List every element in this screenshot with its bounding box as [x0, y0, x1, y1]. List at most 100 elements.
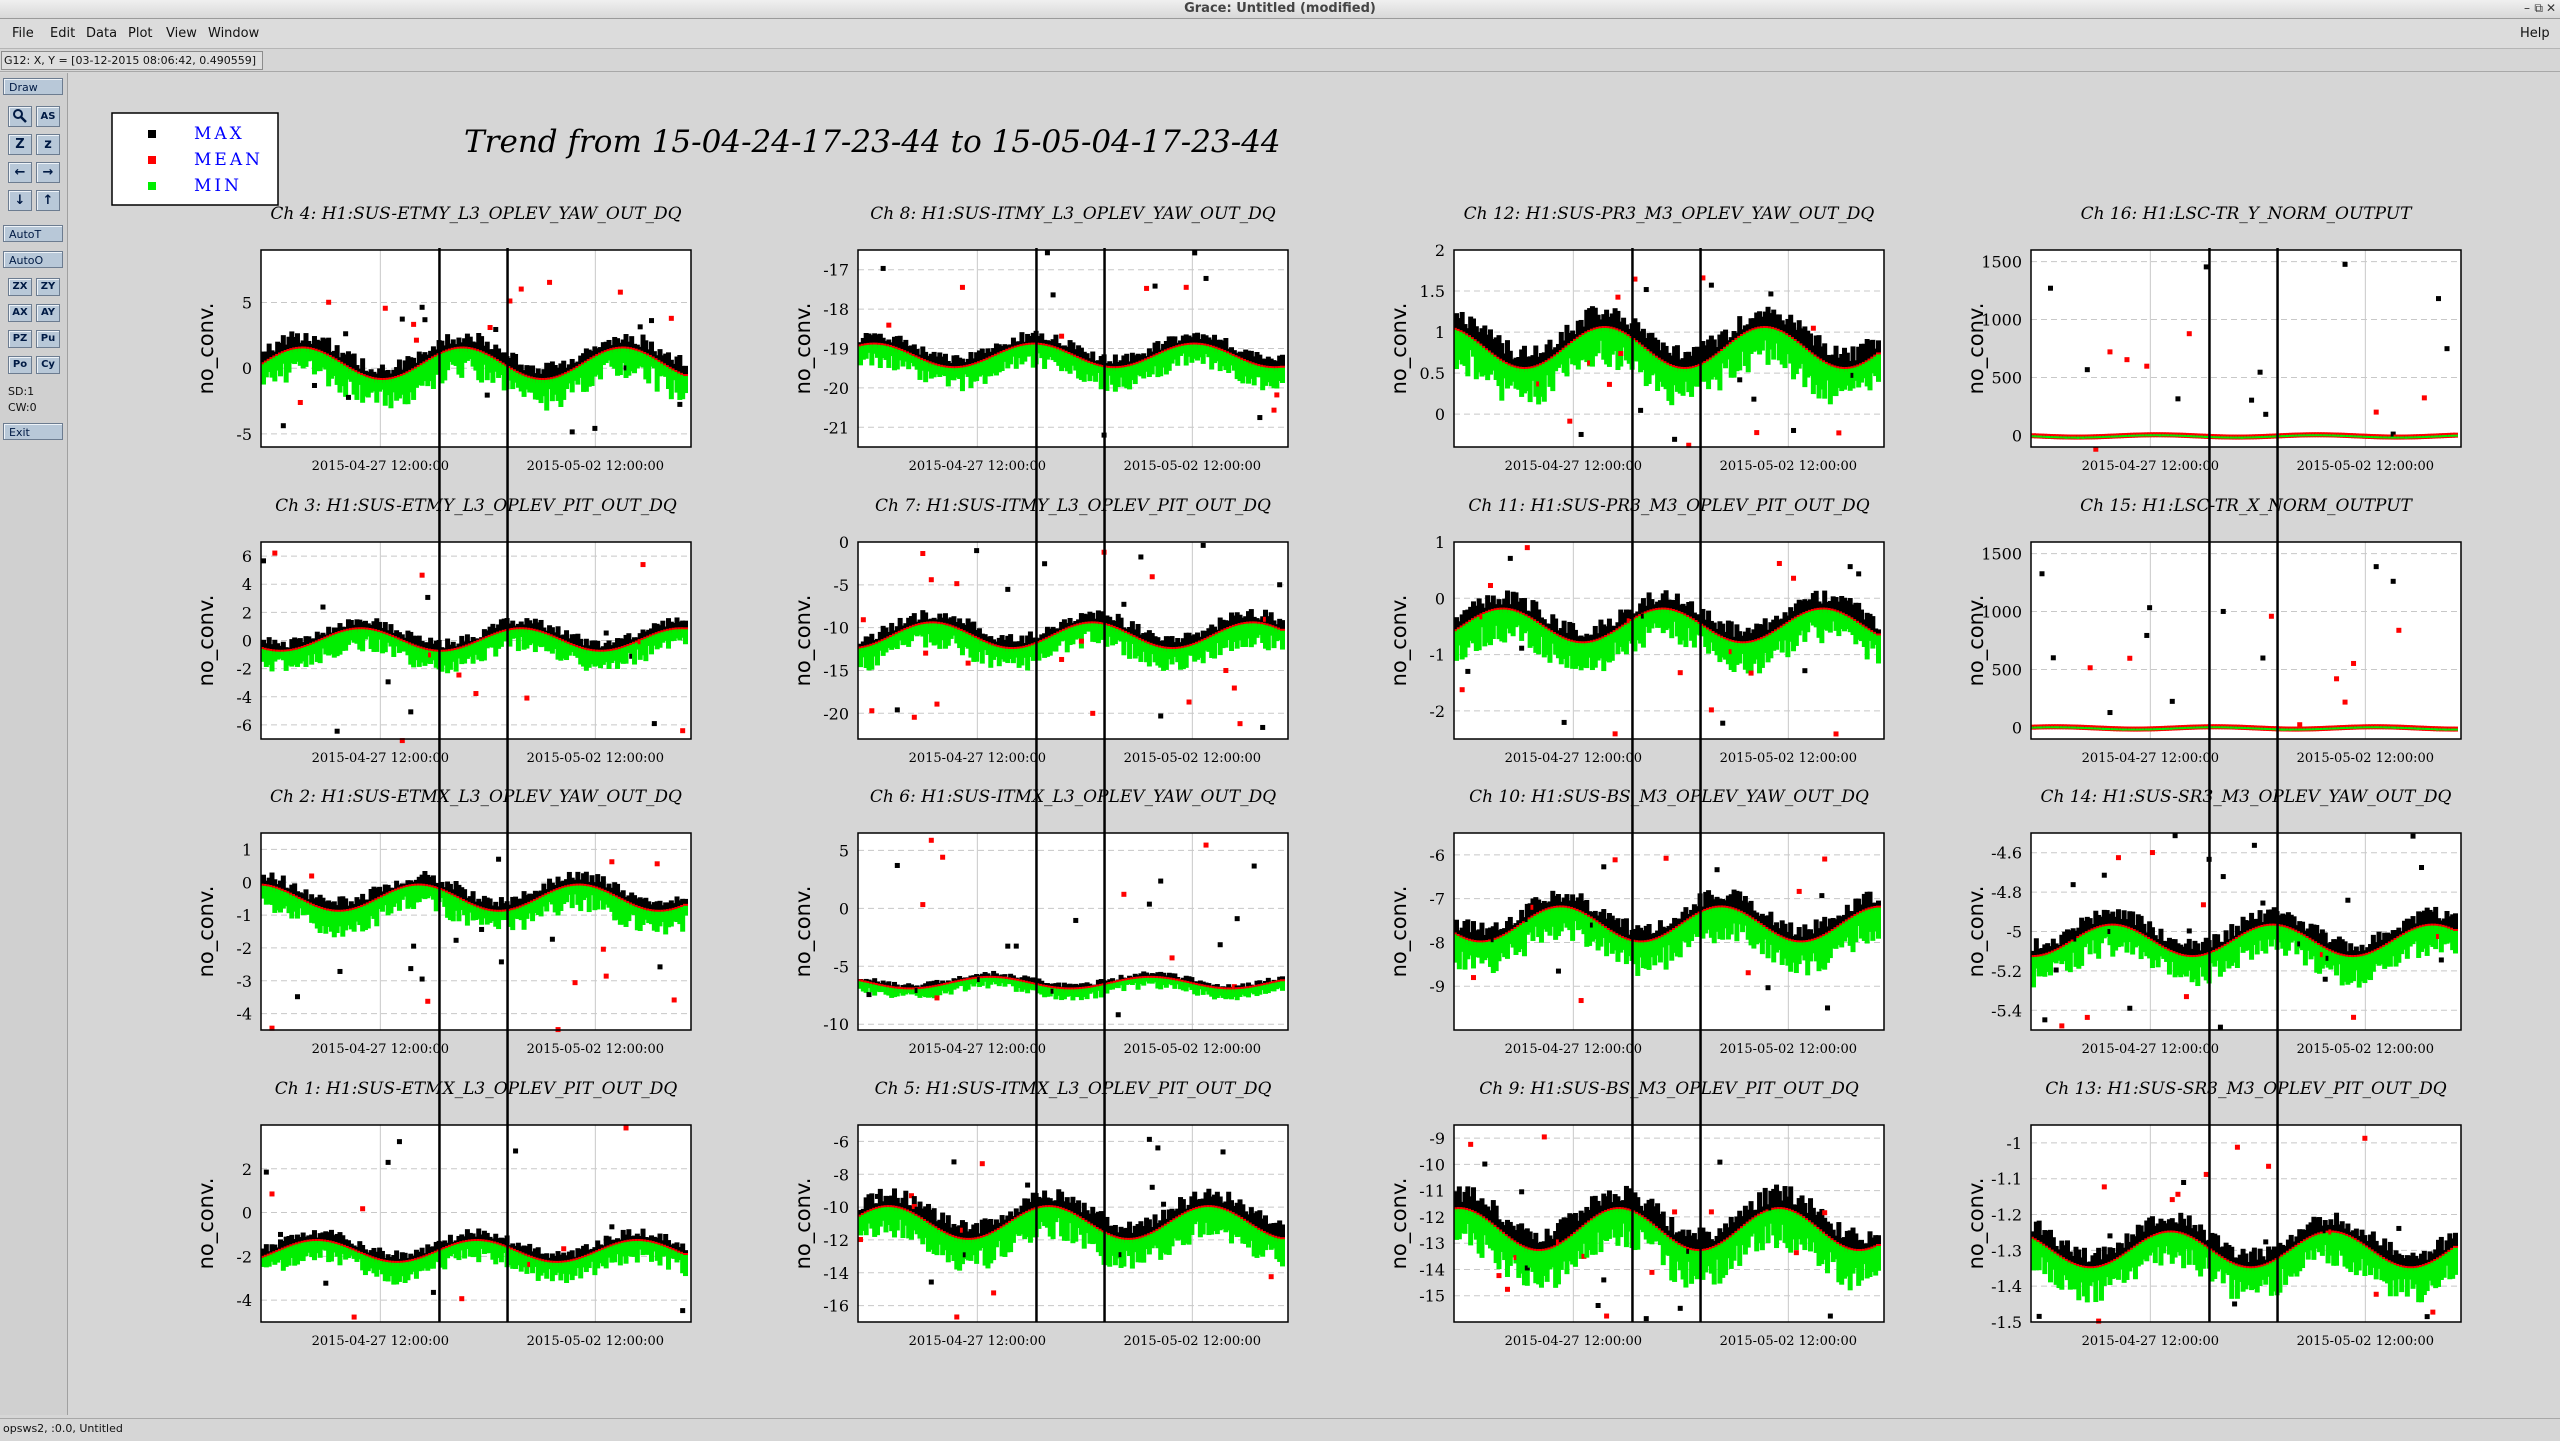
menu-file[interactable]: File	[12, 26, 34, 41]
draw-button[interactable]: Draw	[3, 78, 63, 95]
scroll-down-button[interactable]: ↓	[8, 190, 32, 211]
outlier-point	[886, 323, 891, 328]
legend-marker-mean	[148, 156, 156, 164]
outlier-point	[1232, 686, 1237, 691]
outlier-point	[609, 859, 614, 864]
exit-button[interactable]: Exit	[3, 423, 63, 440]
outlier-point	[1678, 670, 1683, 675]
panel-title: Ch 3: H1:SUS-ETMY_L3_OPLEV_PIT_OUT_DQ	[275, 496, 677, 516]
zoom-out-button[interactable]: z	[36, 134, 60, 155]
y-tick-label: -6	[1429, 846, 1445, 865]
outlier-point	[1836, 430, 1841, 435]
outlier-point	[2260, 656, 2265, 661]
y-tick-label: 0	[839, 899, 849, 918]
pu-button[interactable]: Pu	[36, 330, 60, 348]
x-tick-label: 2015-05-02 12:00:00	[527, 1042, 664, 1057]
outlier-point	[641, 562, 646, 567]
outlier-point	[1238, 721, 1243, 726]
zoom-icon	[12, 108, 28, 124]
x-tick-label: 2015-04-27 12:00:00	[2082, 459, 2219, 474]
y-tick-label: 0	[242, 632, 252, 651]
outlier-point	[473, 691, 478, 696]
close-icon[interactable]: ✕	[2546, 1, 2556, 15]
outlier-point	[411, 944, 416, 949]
x-tick-label: 2015-05-02 12:00:00	[2297, 459, 2434, 474]
outlier-point	[1150, 574, 1155, 579]
panel-title: Ch 2: H1:SUS-ETMX_L3_OPLEV_YAW_OUT_DQ	[270, 787, 682, 807]
outlier-point	[929, 838, 934, 843]
min-point	[683, 906, 688, 916]
zoom-button[interactable]	[8, 106, 32, 127]
y-tick-label: 0	[2012, 718, 2022, 737]
cy-button[interactable]: Cy	[36, 356, 60, 374]
menu-view[interactable]: View	[166, 26, 197, 41]
outlier-point	[2048, 286, 2053, 291]
zoom-in-button[interactable]: Z	[8, 134, 32, 155]
y-axis-label: no_conv.	[791, 303, 816, 395]
outlier-point	[1223, 668, 1228, 673]
graph-canvas[interactable]: MAX MEAN MIN Trend from 15-04-24-17-23-4…	[68, 73, 2560, 1415]
menu-help[interactable]: Help	[2520, 26, 2550, 41]
menu-window[interactable]: Window	[208, 26, 259, 41]
autoo-button[interactable]: AutoO	[3, 251, 63, 268]
y-tick-label: -8	[1429, 933, 1445, 952]
autot-button[interactable]: AutoT	[3, 225, 63, 242]
outlier-point	[485, 393, 490, 398]
menu-data[interactable]: Data	[86, 26, 117, 41]
scroll-up-button[interactable]: ↑	[36, 190, 60, 211]
autoscale-button[interactable]: AS	[36, 106, 60, 127]
ax-button[interactable]: AX	[8, 304, 32, 322]
outlier-point	[1737, 377, 1742, 382]
outlier-point	[454, 938, 459, 943]
scroll-right-button[interactable]: →	[36, 162, 60, 183]
minimize-icon[interactable]: –	[2524, 1, 2530, 15]
outlier-point	[408, 709, 413, 714]
outlier-point	[493, 327, 498, 332]
y-axis-label: no_conv.	[1964, 595, 1989, 687]
outlier-point	[1116, 1012, 1121, 1017]
outlier-point	[1791, 576, 1796, 581]
x-tick-label: 2015-05-02 12:00:00	[1720, 459, 1857, 474]
legend-box: MAX MEAN MIN	[112, 113, 278, 205]
outlier-point	[929, 577, 934, 582]
outlier-point	[940, 855, 945, 860]
x-tick-label: 2015-04-27 12:00:00	[312, 751, 449, 766]
y-axis-label: no_conv.	[1387, 595, 1412, 687]
outlier-point	[2147, 605, 2152, 610]
outlier-point	[1471, 975, 1476, 980]
ay-button[interactable]: AY	[36, 304, 60, 322]
locator-bar: G12: X, Y = [03-12-2015 08:06:42, 0.4905…	[0, 50, 2560, 72]
panel-title: Ch 11: H1:SUS-PR3_M3_OPLEV_PIT_OUT_DQ	[1468, 496, 1869, 516]
min-point	[1280, 631, 1285, 650]
menu-plot[interactable]: Plot	[128, 26, 153, 41]
zy-button[interactable]: ZY	[36, 278, 60, 296]
zx-button[interactable]: ZX	[8, 278, 32, 296]
y-tick-label: -19	[823, 340, 849, 359]
outlier-point	[1059, 657, 1064, 662]
outlier-point	[1005, 944, 1010, 949]
y-tick-label: -2	[236, 939, 252, 958]
outlier-point	[1201, 543, 1206, 548]
x-tick-label: 2015-04-27 12:00:00	[1505, 1042, 1642, 1057]
panel-title: Ch 16: H1:LSC-TR_Y_NORM_OUTPUT	[2081, 204, 2414, 224]
pz-button[interactable]: PZ	[8, 330, 32, 348]
menu-edit[interactable]: Edit	[50, 26, 75, 41]
x-tick-label: 2015-04-27 12:00:00	[1505, 459, 1642, 474]
outlier-point	[1709, 283, 1714, 288]
outlier-point	[920, 551, 925, 556]
outlier-point	[1257, 415, 1262, 420]
outlier-point	[1460, 687, 1465, 692]
y-tick-label: 0	[1435, 405, 1445, 424]
outlier-point	[2343, 700, 2348, 705]
outlier-point	[2343, 262, 2348, 267]
outlier-point	[1277, 582, 1282, 587]
outlier-point	[343, 331, 348, 336]
maximize-icon[interactable]: ⧉	[2534, 1, 2543, 16]
outlier-point	[383, 306, 388, 311]
po-button[interactable]: Po	[8, 356, 32, 374]
outlier-point	[974, 548, 979, 553]
min-point	[1876, 635, 1881, 663]
scroll-left-button[interactable]: ←	[8, 162, 32, 183]
outlier-point	[309, 873, 314, 878]
